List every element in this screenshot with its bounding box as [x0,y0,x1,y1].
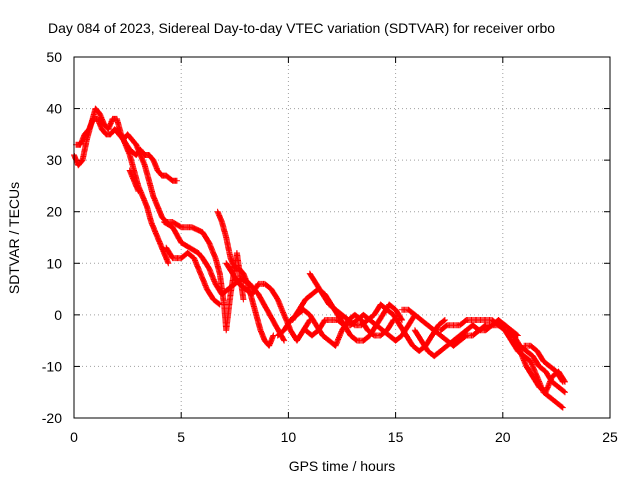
series-2 [73,115,247,334]
y-tick-labels: -20 -10 0 10 20 30 40 50 [42,49,62,426]
series-3-markers [113,126,180,184]
x-axis-label: GPS time / hours [289,458,396,474]
series-4 [126,167,142,195]
y-tick-label: 20 [46,204,62,220]
series-12 [306,270,448,354]
x-tick-label: 15 [388,429,404,445]
data-series [71,105,568,411]
chart-title: Day 084 of 2023, Sidereal Day-to-day VTE… [48,20,555,36]
series-8 [223,260,313,344]
x-tick-label: 25 [602,429,618,445]
series-9 [274,306,397,349]
series-5 [163,244,223,308]
x-tick-label: 20 [495,429,511,445]
y-tick-label: -10 [42,358,62,374]
y-tick-label: 0 [54,307,62,323]
y-tick-label: 40 [46,101,62,117]
series-3 [113,126,180,184]
x-tick-labels: 0 5 10 15 20 25 [70,429,618,445]
y-tick-label: -20 [42,410,62,426]
series-18 [521,342,566,385]
series-5-markers [163,244,223,308]
series-8-markers [223,260,313,344]
plot-frame [73,56,611,419]
series-4-markers [126,167,142,195]
series-12-markers [306,270,448,354]
x-tick-label: 5 [177,429,185,445]
y-axis-label: SDTVAR / TECUs [6,182,22,294]
y-tick-label: 50 [46,49,62,65]
series-2-markers [73,115,247,334]
series-9-markers [274,306,397,349]
x-tick-label: 10 [281,429,297,445]
x-tick-label: 0 [70,429,78,445]
series-18-markers [521,342,566,385]
y-tick-label: 30 [46,152,62,168]
y-tick-label: 10 [46,255,62,271]
